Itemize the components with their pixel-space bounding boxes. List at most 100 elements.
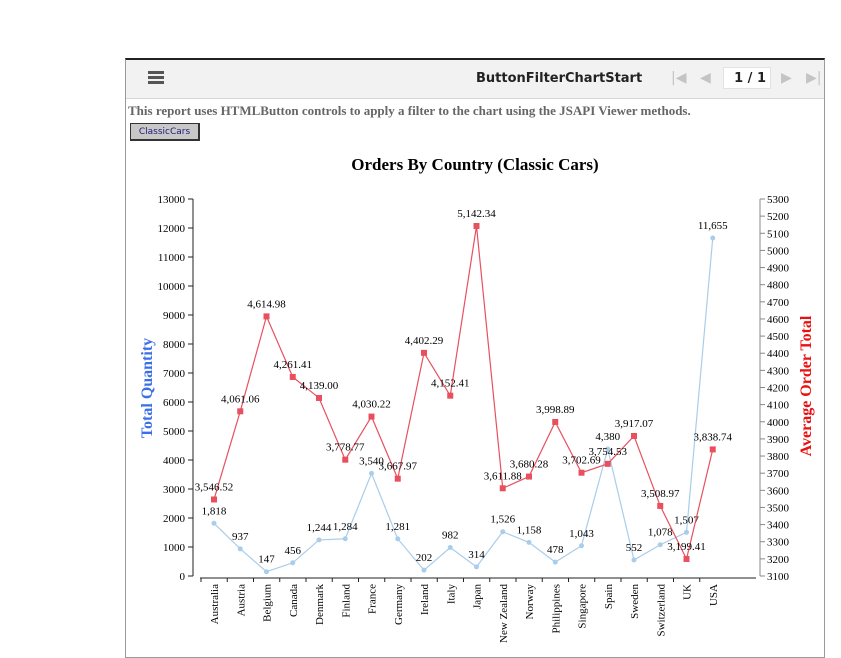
quantity-point [447, 545, 453, 551]
right-tick-label: 4000 [767, 417, 790, 429]
report-title: ButtonFilterChartStart [476, 71, 643, 86]
average-point [421, 349, 427, 356]
average-data-label: 3,754.53 [589, 446, 628, 458]
quantity-data-label: 3,540 [359, 455, 384, 467]
average-point [683, 555, 690, 562]
right-tick-label: 4800 [767, 280, 790, 292]
average-point [604, 460, 611, 467]
x-tick-label: Belgium [262, 584, 274, 622]
average-point [473, 223, 480, 230]
x-tick-label: Ireland [419, 584, 431, 616]
left-tick-label: 11000 [158, 252, 186, 264]
x-tick-label: Philippines [550, 584, 562, 634]
x-tick-label: Germany [393, 584, 405, 625]
left-tick-label: 4000 [163, 455, 186, 467]
report-viewer: ButtonFilterChartStart |◀ ◀ 1 / 1 ▶ ▶| T… [125, 58, 825, 658]
quantity-line [213, 237, 714, 573]
x-tick-label: Austria [235, 584, 247, 617]
quantity-data-label: 147 [258, 554, 275, 566]
quantity-point [316, 537, 322, 543]
average-point [342, 456, 349, 463]
average-data-label: 5,142.34 [457, 208, 496, 220]
quantity-point [474, 564, 479, 570]
left-tick-label: 7000 [163, 368, 186, 380]
right-tick-label: 3400 [767, 520, 790, 532]
average-data-label: 3,838.74 [694, 431, 733, 443]
last-page-icon[interactable]: ▶| [806, 70, 822, 86]
quantity-point [237, 546, 243, 552]
x-tick-label: Canada [288, 584, 300, 617]
x-tick-label: France [367, 584, 379, 614]
x-tick-label: Australia [209, 584, 221, 624]
right-tick-label: 4500 [767, 331, 790, 343]
quantity-point [526, 539, 532, 545]
quantity-point [684, 529, 689, 535]
x-tick-label: Italy [445, 584, 457, 605]
page-number-input[interactable]: 1 / 1 [723, 67, 771, 89]
x-tick-label: Sweden [629, 584, 641, 619]
right-tick-label: 3300 [767, 537, 790, 549]
right-tick-label: 4900 [767, 263, 790, 275]
quantity-data-label: 456 [285, 545, 302, 557]
average-point [394, 475, 401, 482]
first-page-icon[interactable]: |◀ [671, 70, 687, 86]
left-tick-label: 2000 [163, 513, 186, 525]
right-tick-label: 3800 [767, 451, 790, 463]
right-tick-label: 5300 [767, 194, 790, 206]
average-data-label: 3,199.41 [667, 541, 706, 553]
x-tick-label: Finland [340, 584, 352, 618]
average-data-label: 3,680.28 [510, 459, 549, 471]
quantity-point [710, 235, 716, 241]
quantity-data-label: 1,526 [490, 514, 515, 526]
left-tick-label: 1000 [163, 542, 186, 554]
right-axis-title: Average Order Total [798, 315, 815, 456]
classic-cars-filter-button[interactable]: ClassicCars [130, 123, 200, 141]
left-tick-label: 6000 [163, 397, 186, 409]
left-tick-label: 13000 [158, 194, 186, 206]
quantity-point [369, 470, 374, 476]
average-line [213, 225, 714, 561]
average-point [552, 418, 559, 425]
quantity-point [500, 529, 506, 535]
average-data-label: 4,139.00 [300, 380, 339, 392]
average-point [263, 313, 270, 320]
x-tick-label: Norway [524, 584, 536, 620]
average-data-label: 4,030.22 [352, 399, 391, 411]
previous-page-icon[interactable]: ◀ [700, 70, 711, 86]
quantity-point [421, 567, 427, 573]
x-tick-label: New Zealand [498, 584, 510, 643]
quantity-data-label: 552 [626, 542, 643, 554]
quantity-data-label: 314 [468, 549, 485, 561]
quantity-point [579, 543, 584, 549]
x-tick-label: USA [708, 584, 720, 606]
viewer-toolbar: ButtonFilterChartStart |◀ ◀ 1 / 1 ▶ ▶| [126, 60, 824, 99]
left-tick-label: 12000 [158, 223, 186, 235]
average-point [289, 373, 296, 380]
average-point [657, 502, 664, 509]
x-tick-label: Denmark [314, 584, 326, 625]
average-point [211, 496, 217, 503]
average-data-label: 3,508.97 [641, 488, 680, 500]
average-data-label: 3,702.69 [562, 455, 601, 467]
left-axis-title: Total Quantity [139, 338, 156, 438]
average-data-label: 3,998.89 [536, 404, 575, 416]
quantity-point [342, 536, 348, 542]
left-tick-label: 10000 [158, 281, 186, 293]
right-tick-label: 4400 [767, 348, 790, 360]
chart-title: Orders By Country (Classic Cars) [351, 155, 598, 174]
x-tick-label: UK [682, 584, 694, 600]
quantity-data-label: 1,078 [648, 527, 673, 539]
x-tick-label: Switzerland [655, 584, 667, 637]
quantity-data-label: 478 [547, 544, 564, 556]
quantity-point [657, 542, 663, 548]
hamburger-menu-icon[interactable] [148, 71, 164, 85]
left-tick-label: 9000 [163, 310, 186, 322]
average-point [368, 413, 375, 420]
left-tick-label: 3000 [163, 484, 186, 496]
left-tick-label: 0 [180, 571, 186, 583]
right-tick-label: 3200 [767, 554, 790, 566]
right-tick-label: 3500 [767, 502, 790, 514]
quantity-data-label: 11,655 [698, 220, 728, 232]
next-page-icon[interactable]: ▶ [781, 70, 792, 86]
right-tick-label: 4100 [767, 400, 790, 412]
